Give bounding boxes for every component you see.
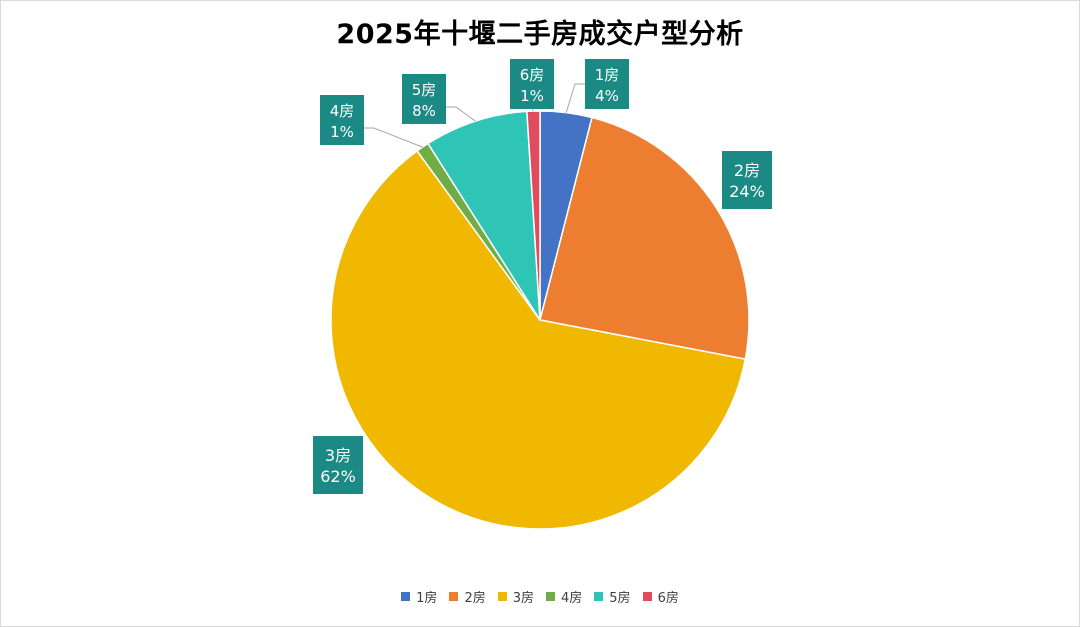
legend-swatch-5 xyxy=(594,592,604,601)
data-label-percent-2: 24% xyxy=(729,182,765,201)
data-label-box-5 xyxy=(402,74,446,124)
leader-line-5 xyxy=(446,106,476,122)
pie-slice-5 xyxy=(426,110,541,321)
data-label-category-3: 3房 xyxy=(325,446,351,465)
pie-slice-2 xyxy=(539,116,750,361)
legend-item-2: 2房 xyxy=(449,587,486,606)
data-label-percent-5: 8% xyxy=(412,102,436,120)
legend-swatch-2 xyxy=(449,592,459,601)
leader-line-1 xyxy=(565,83,585,113)
legend-swatch-6 xyxy=(642,592,652,601)
data-label-category-5: 5房 xyxy=(412,81,437,99)
data-label-percent-4: 1% xyxy=(330,123,354,141)
legend-label-4: 4房 xyxy=(561,591,583,606)
label-leader-lines xyxy=(364,83,585,148)
legend-item-4: 4房 xyxy=(546,587,582,606)
legend-item-5: 5房 xyxy=(594,587,631,606)
legend-label-3: 3房 xyxy=(512,591,534,606)
pie-chart: 1房 4% 2房 24% 3房 62% 4房 1% 5房 8% 6房 1% xyxy=(313,59,772,530)
data-label-percent-1: 4% xyxy=(595,87,619,105)
data-label-category-4: 4房 xyxy=(330,102,355,120)
legend-label-2: 2房 xyxy=(464,591,486,606)
data-label-percent-6: 1% xyxy=(520,87,544,105)
pie-slice-3 xyxy=(330,149,747,530)
data-label-category-1: 1房 xyxy=(595,66,620,84)
leader-line-4 xyxy=(364,127,423,148)
data-label-box-3 xyxy=(313,436,363,494)
legend-swatch-3 xyxy=(497,592,507,601)
data-label-box-1 xyxy=(585,59,629,109)
data-label-category-6: 6房 xyxy=(520,66,545,84)
data-label-box-4 xyxy=(320,95,364,145)
legend-swatch-4 xyxy=(546,592,555,601)
chart-legend: 1房 2房 3房 4房 5房 6房 xyxy=(0,587,1080,606)
legend-label-5: 5房 xyxy=(609,591,631,606)
data-label-category-2: 2房 xyxy=(734,161,760,180)
pie-slice-6 xyxy=(526,110,541,321)
legend-swatch-1 xyxy=(401,592,411,601)
legend-item-1: 1房 xyxy=(401,587,437,606)
legend-label-1: 1房 xyxy=(416,591,438,606)
chart-title: 2025年十堰二手房成交户型分析 xyxy=(336,19,744,50)
data-label-percent-3: 62% xyxy=(320,467,356,486)
legend-label-6: 6房 xyxy=(657,591,679,606)
pie-slices xyxy=(330,110,750,530)
data-label-box-2 xyxy=(722,151,772,209)
leader-line-6 xyxy=(531,108,534,112)
data-label-box-6 xyxy=(510,59,554,109)
legend-item-3: 3房 xyxy=(497,587,534,606)
data-labels: 1房 4% 2房 24% 3房 62% 4房 1% 5房 8% 6房 1% xyxy=(313,59,772,494)
legend-item-6: 6房 xyxy=(642,587,679,606)
